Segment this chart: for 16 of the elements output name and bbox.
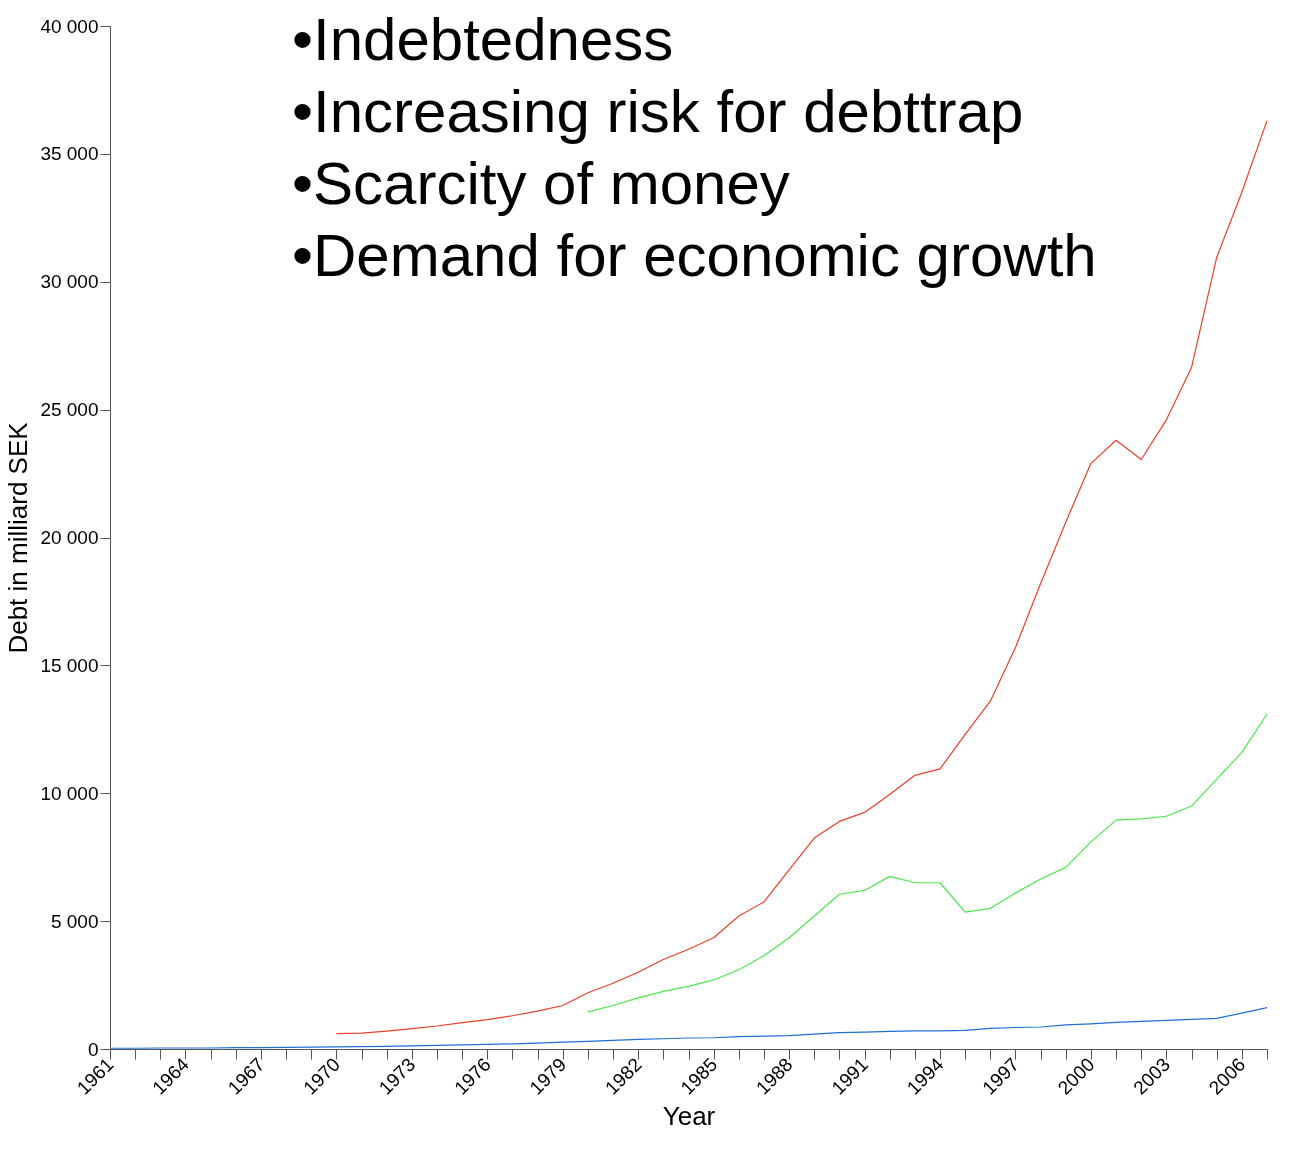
y-tick-label: 30 000: [40, 271, 99, 293]
y-tick-label: 10 000: [40, 782, 99, 804]
y-tick-label: 5 000: [50, 910, 99, 932]
y-tick-label: 40 000: [40, 15, 99, 37]
y-axis-title: Debt in milliard SEK: [3, 421, 34, 654]
annotation: •Indebtedness: [292, 6, 674, 73]
annotation: •Scarcity of money: [292, 150, 790, 217]
y-tick-label: 15 000: [40, 654, 99, 676]
x-axis-title: Year: [662, 1101, 716, 1132]
line-series: [587, 713, 1268, 1013]
annotation: •Demand for economic growth: [292, 222, 1097, 289]
annotation: •Increasing risk for debttrap: [292, 78, 1024, 145]
y-tick-label: 20 000: [40, 527, 99, 548]
y-tick-label: 35 000: [40, 143, 99, 165]
y-tick-label: 25 000: [40, 399, 99, 421]
y-tick-label: 0: [87, 1038, 99, 1060]
